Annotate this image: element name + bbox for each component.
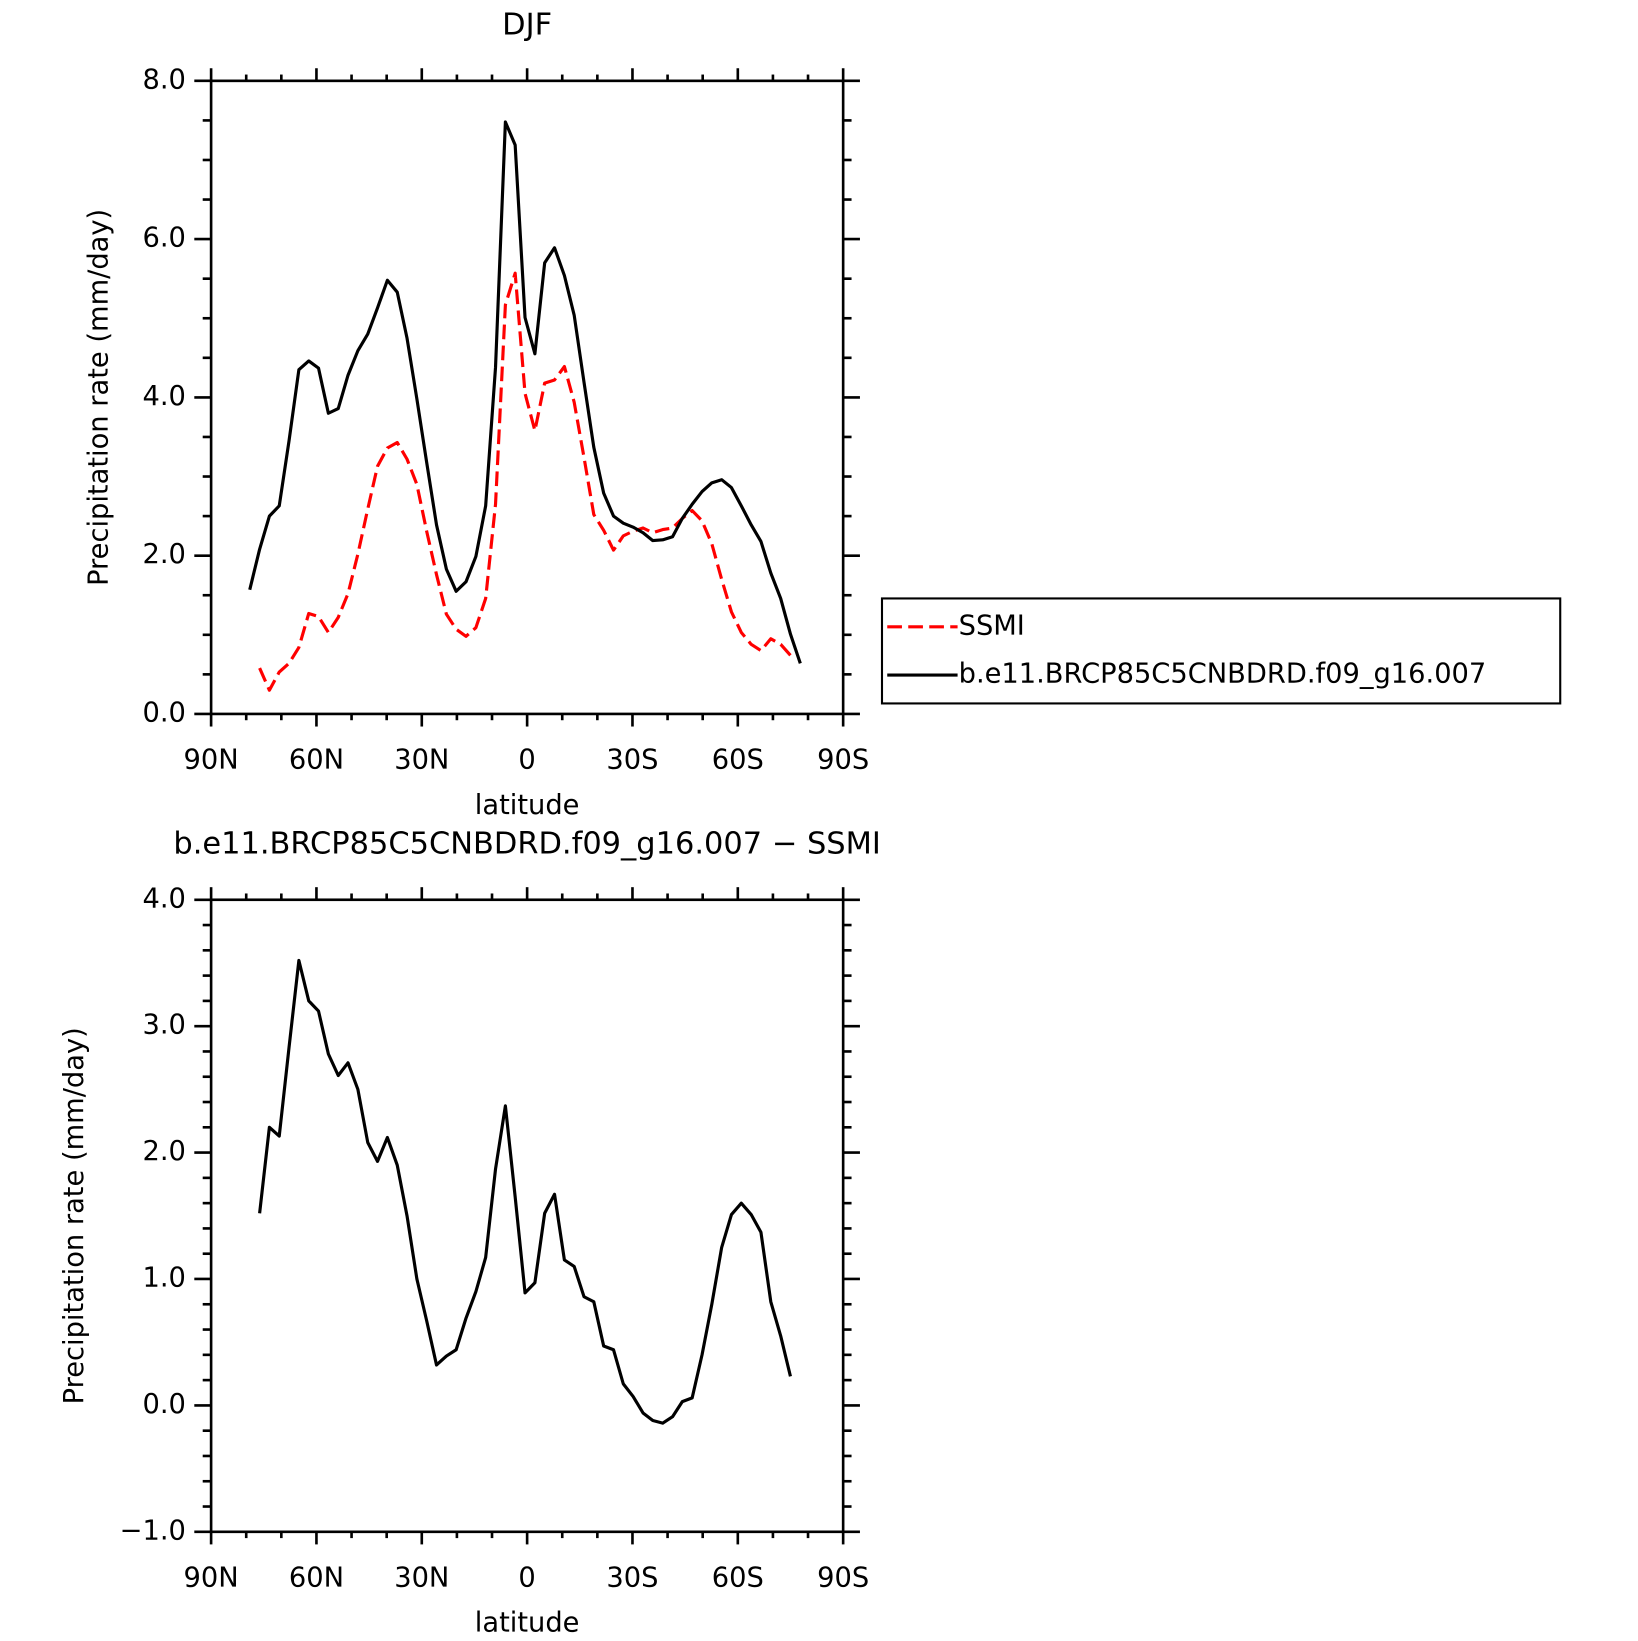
y-tick-label: 3.0 (143, 1010, 186, 1041)
x-tick-label: 30S (606, 745, 658, 776)
y-axis-label: Precipitation rate (mm/day) (59, 1027, 90, 1404)
y-tick-label: 4.0 (143, 883, 186, 914)
plot-frame (209, 898, 845, 1534)
x-tick-label: 60N (289, 1563, 344, 1594)
chart-title: DJF (502, 8, 552, 43)
y-tick-label: 2.0 (143, 1136, 186, 1167)
x-tick-label: 60S (712, 745, 764, 776)
legend-label: b.e11.BRCP85C5CNBDRD.f09_g16.007 (959, 659, 1487, 690)
x-tick-label: 90S (817, 1563, 869, 1594)
x-tick-label: 60N (289, 745, 344, 776)
y-tick-label: −1.0 (120, 1515, 186, 1546)
x-tick-label: 60S (712, 1563, 764, 1594)
x-tick-label: 30S (606, 1563, 658, 1594)
x-tick-label: 90N (184, 1563, 239, 1594)
x-tick-label: 0 (518, 1563, 535, 1594)
chart-title: b.e11.BRCP85C5CNBDRD.f09_g16.007 − SSMI (173, 827, 880, 862)
legend: SSMI b.e11.BRCP85C5CNBDRD.f09_g16.007 (880, 597, 1562, 705)
x-tick-label: 30N (394, 1563, 449, 1594)
y-tick-label: 1.0 (143, 1262, 186, 1293)
x-axis-label: latitude (475, 1608, 580, 1639)
y-tick-label: 4.0 (143, 381, 186, 412)
legend-label: SSMI (959, 610, 1025, 641)
panel: b.e11.BRCP85C5CNBDRD.f09_g16.007 − SSMI l… (59, 827, 881, 1639)
y-tick-label: 8.0 (143, 64, 186, 95)
data-line (258, 958, 792, 1425)
y-tick-label: 6.0 (143, 223, 186, 254)
x-axis-label: latitude (475, 790, 580, 821)
y-tick-label: 0.0 (143, 697, 186, 728)
panel: DJF latitude Precipitation rate (mm/day) 0.… (83, 8, 1562, 821)
y-tick-label: 2.0 (143, 539, 186, 570)
series-line (248, 120, 802, 664)
legend-box (880, 597, 1562, 705)
x-tick-label: 0 (518, 745, 535, 776)
plot-frame (209, 79, 845, 716)
x-tick-label: 90N (184, 745, 239, 776)
y-axis-label: Precipitation rate (mm/day) (83, 209, 114, 586)
y-tick-label: 0.0 (143, 1389, 186, 1420)
x-tick-label: 90S (817, 745, 869, 776)
x-tick-label: 30N (394, 745, 449, 776)
